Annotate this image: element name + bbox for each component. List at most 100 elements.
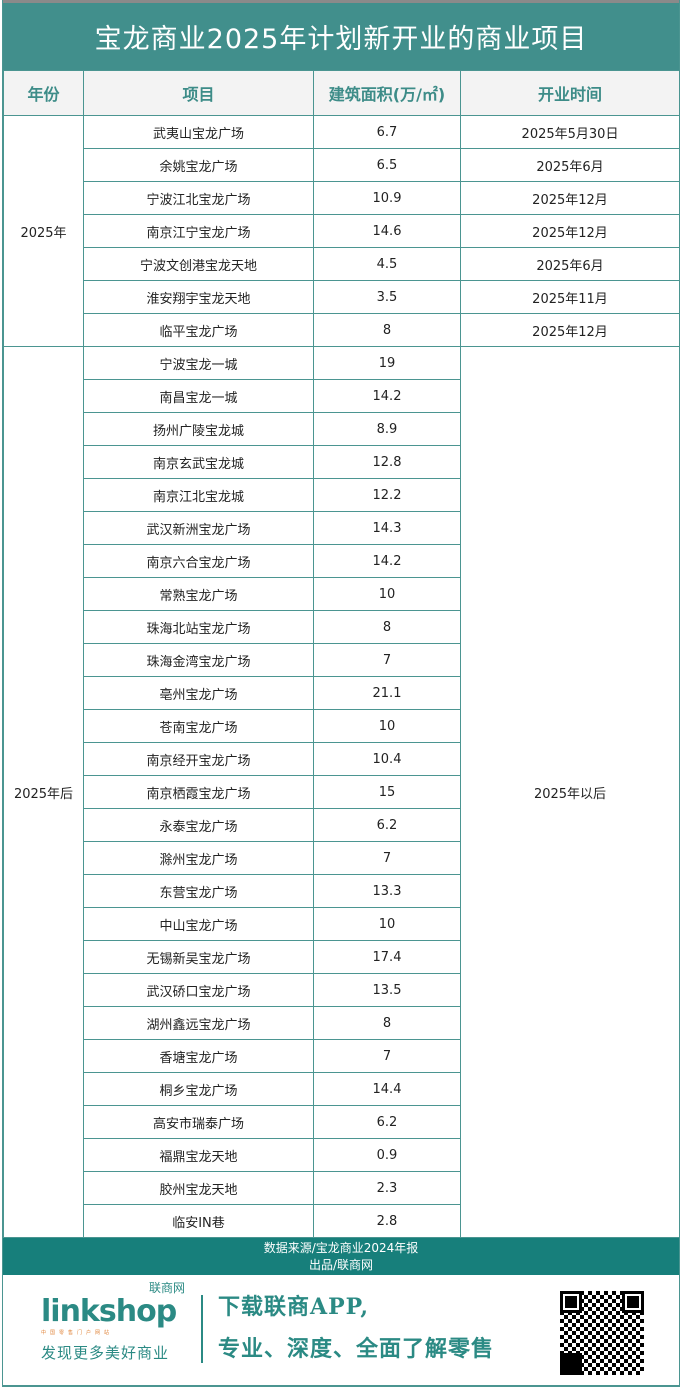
- project-cell: 常熟宝龙广场: [83, 577, 314, 611]
- app-ad-banner[interactable]: 联商网 linkshop 中国零售门户网站 发现更多美好商业 下载联商APP, …: [3, 1275, 679, 1387]
- area-cell: 17.4: [313, 940, 461, 974]
- open-cell: 2025年6月: [460, 247, 680, 281]
- project-cell: 淮安翔宇宝龙天地: [83, 280, 314, 314]
- table-row: 永泰宝龙广场 6.2: [4, 808, 680, 842]
- table-row: 南京玄武宝龙城 12.8: [4, 445, 680, 479]
- project-cell: 宁波宝龙一城: [83, 346, 314, 380]
- open-cell: 2025年5月30日: [460, 115, 680, 149]
- project-cell: 余姚宝龙广场: [83, 148, 314, 182]
- project-cell: 南京江宁宝龙广场: [83, 214, 314, 248]
- project-cell: 宁波文创港宝龙天地: [83, 247, 314, 281]
- table-row: 珠海北站宝龙广场 8: [4, 610, 680, 644]
- area-cell: 2.8: [313, 1204, 461, 1238]
- project-cell: 宁波江北宝龙广场: [83, 181, 314, 215]
- header-area: 建筑面积(万/㎡): [313, 70, 461, 116]
- area-cell: 6.2: [313, 1105, 461, 1139]
- area-cell: 2.3: [313, 1171, 461, 1205]
- area-cell: 12.8: [313, 445, 461, 479]
- qr-code-icon[interactable]: [560, 1291, 644, 1375]
- open-cell: 2025年12月: [460, 214, 680, 248]
- area-cell: 13.3: [313, 874, 461, 908]
- area-cell: 15: [313, 775, 461, 809]
- area-cell: 7: [313, 643, 461, 677]
- project-cell: 亳州宝龙广场: [83, 676, 314, 710]
- open-cell: 2025年11月: [460, 280, 680, 314]
- area-cell: 21.1: [313, 676, 461, 710]
- area-cell: 14.4: [313, 1072, 461, 1106]
- project-cell: 永泰宝龙广场: [83, 808, 314, 842]
- project-cell: 南昌宝龙一城: [83, 379, 314, 413]
- table-row: 武汉新洲宝龙广场 14.3: [4, 511, 680, 545]
- project-cell: 扬州广陵宝龙城: [83, 412, 314, 446]
- table-row: 南昌宝龙一城 14.2: [4, 379, 680, 413]
- area-cell: 10.4: [313, 742, 461, 776]
- header-project: 项目: [83, 70, 314, 116]
- table-row: 无锡新吴宝龙广场 17.4: [4, 940, 680, 974]
- source-text: 数据来源/宝龙商业2024年报: [263, 1240, 419, 1255]
- page-title: 宝龙商业2025年计划新开业的商业项目: [3, 0, 679, 70]
- header-year: 年份: [3, 70, 84, 116]
- project-cell: 苍南宝龙广场: [83, 709, 314, 743]
- table-row: 亳州宝龙广场 21.1: [4, 676, 680, 710]
- table-row: 中山宝龙广场 10: [4, 907, 680, 941]
- project-cell: 滁州宝龙广场: [83, 841, 314, 875]
- ad-line-2: 专业、深度、全面了解零售: [218, 1336, 495, 1362]
- table-row: 珠海金湾宝龙广场 7: [4, 643, 680, 677]
- area-cell: 13.5: [313, 973, 461, 1007]
- project-cell: 武汉硚口宝龙广场: [83, 973, 314, 1007]
- table-row: 福鼎宝龙天地 0.9: [4, 1138, 680, 1172]
- table-row: 临平宝龙广场 8 2025年12月: [4, 313, 680, 347]
- project-cell: 南京经开宝龙广场: [83, 742, 314, 776]
- area-cell: 19: [313, 346, 461, 380]
- project-cell: 中山宝龙广场: [83, 907, 314, 941]
- area-cell: 10: [313, 577, 461, 611]
- header-open: 开业时间: [460, 70, 680, 116]
- area-cell: 6.2: [313, 808, 461, 842]
- area-cell: 10: [313, 709, 461, 743]
- open-cell: 2025年12月: [460, 313, 680, 347]
- area-cell: 7: [313, 841, 461, 875]
- table-row: 宁波江北宝龙广场 10.9 2025年12月: [4, 181, 680, 215]
- table-row: 临安IN巷 2.8: [4, 1204, 680, 1238]
- table-row: 余姚宝龙广场 6.5 2025年6月: [4, 148, 680, 182]
- project-cell: 东营宝龙广场: [83, 874, 314, 908]
- project-cell: 高安市瑞泰广场: [83, 1105, 314, 1139]
- slogan: 发现更多美好商业: [41, 1344, 170, 1362]
- ad-line-1: 下载联商APP,: [218, 1294, 369, 1320]
- project-cell: 临安IN巷: [83, 1204, 314, 1238]
- table-row: 南京江北宝龙城 12.2: [4, 478, 680, 512]
- table-row: 东营宝龙广场 13.3: [4, 874, 680, 908]
- table-row: 武汉硚口宝龙广场 13.5: [4, 973, 680, 1007]
- open-cell: 2025年12月: [460, 181, 680, 215]
- table-row: 香塘宝龙广场 7: [4, 1039, 680, 1073]
- table-row: 苍南宝龙广场 10: [4, 709, 680, 743]
- open-cell: 2025年6月: [460, 148, 680, 182]
- table-row: 南京江宁宝龙广场 14.6 2025年12月: [4, 214, 680, 248]
- table-row: 桐乡宝龙广场 14.4: [4, 1072, 680, 1106]
- table-row: 胶州宝龙天地 2.3: [4, 1171, 680, 1205]
- area-cell: 14.2: [313, 379, 461, 413]
- table-row: 宁波文创港宝龙天地 4.5 2025年6月: [4, 247, 680, 281]
- table-header-row: 年份 项目 建筑面积(万/㎡) 开业时间: [3, 70, 680, 116]
- linkshop-logo: 联商网 linkshop 中国零售门户网站 发现更多美好商业: [41, 1281, 191, 1363]
- logo-sub: 中国零售门户网站: [41, 1330, 114, 1336]
- area-cell: 8: [313, 1006, 461, 1040]
- project-cell: 福鼎宝龙天地: [83, 1138, 314, 1172]
- table-row: 南京经开宝龙广场 10.4: [4, 742, 680, 776]
- project-cell: 南京江北宝龙城: [83, 478, 314, 512]
- table-row: 常熟宝龙广场 10: [4, 577, 680, 611]
- table-row: 2025年 武夷山宝龙广场 6.7 2025年5月30日: [3, 115, 680, 347]
- area-cell: 7: [313, 1039, 461, 1073]
- project-cell: 湖州鑫远宝龙广场: [83, 1006, 314, 1040]
- project-cell: 桐乡宝龙广场: [83, 1072, 314, 1106]
- area-cell: 8.9: [313, 412, 461, 446]
- projects-table: 年份 项目 建筑面积(万/㎡) 开业时间 2025年 武夷山宝龙广场 6.7 2025…: [3, 70, 680, 1238]
- area-cell: 14.6: [313, 214, 461, 248]
- table-row: 高安市瑞泰广场 6.2: [4, 1105, 680, 1139]
- table-row: 滁州宝龙广场 7: [4, 841, 680, 875]
- area-cell: 3.5: [313, 280, 461, 314]
- project-cell: 珠海金湾宝龙广场: [83, 643, 314, 677]
- area-cell: 10.9: [313, 181, 461, 215]
- project-cell: 武夷山宝龙广场: [83, 115, 314, 149]
